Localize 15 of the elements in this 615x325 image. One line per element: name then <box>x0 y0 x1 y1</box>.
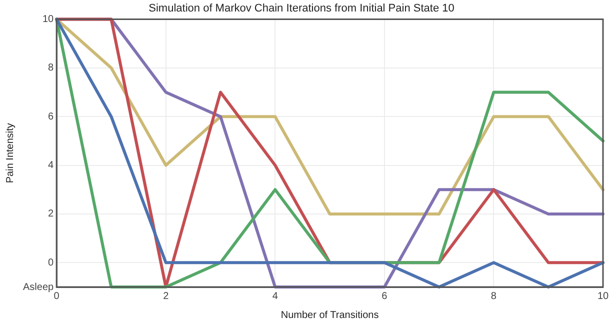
chart-title: Simulation of Markov Chain Iterations from Initial Pain State 10 <box>148 2 454 15</box>
x-tick-label: 6 <box>382 290 388 302</box>
x-tick-label: 2 <box>163 290 170 302</box>
y-tick-label: Asleep <box>23 282 54 293</box>
y-tick-label: 8 <box>48 62 54 74</box>
x-tick-label: 4 <box>272 290 278 302</box>
x-axis-title: Number of Transitions <box>280 310 379 321</box>
y-tick-label: 2 <box>48 208 54 220</box>
y-tick-label: 10 <box>42 14 54 25</box>
y-tick-label: 0 <box>48 257 54 268</box>
x-tick-label: 8 <box>490 290 497 302</box>
y-tick-label: 6 <box>48 111 54 122</box>
x-tick-label: 10 <box>597 290 609 302</box>
y-tick-label: 4 <box>48 160 54 172</box>
y-axis-title: Pain Intensity <box>4 123 16 184</box>
